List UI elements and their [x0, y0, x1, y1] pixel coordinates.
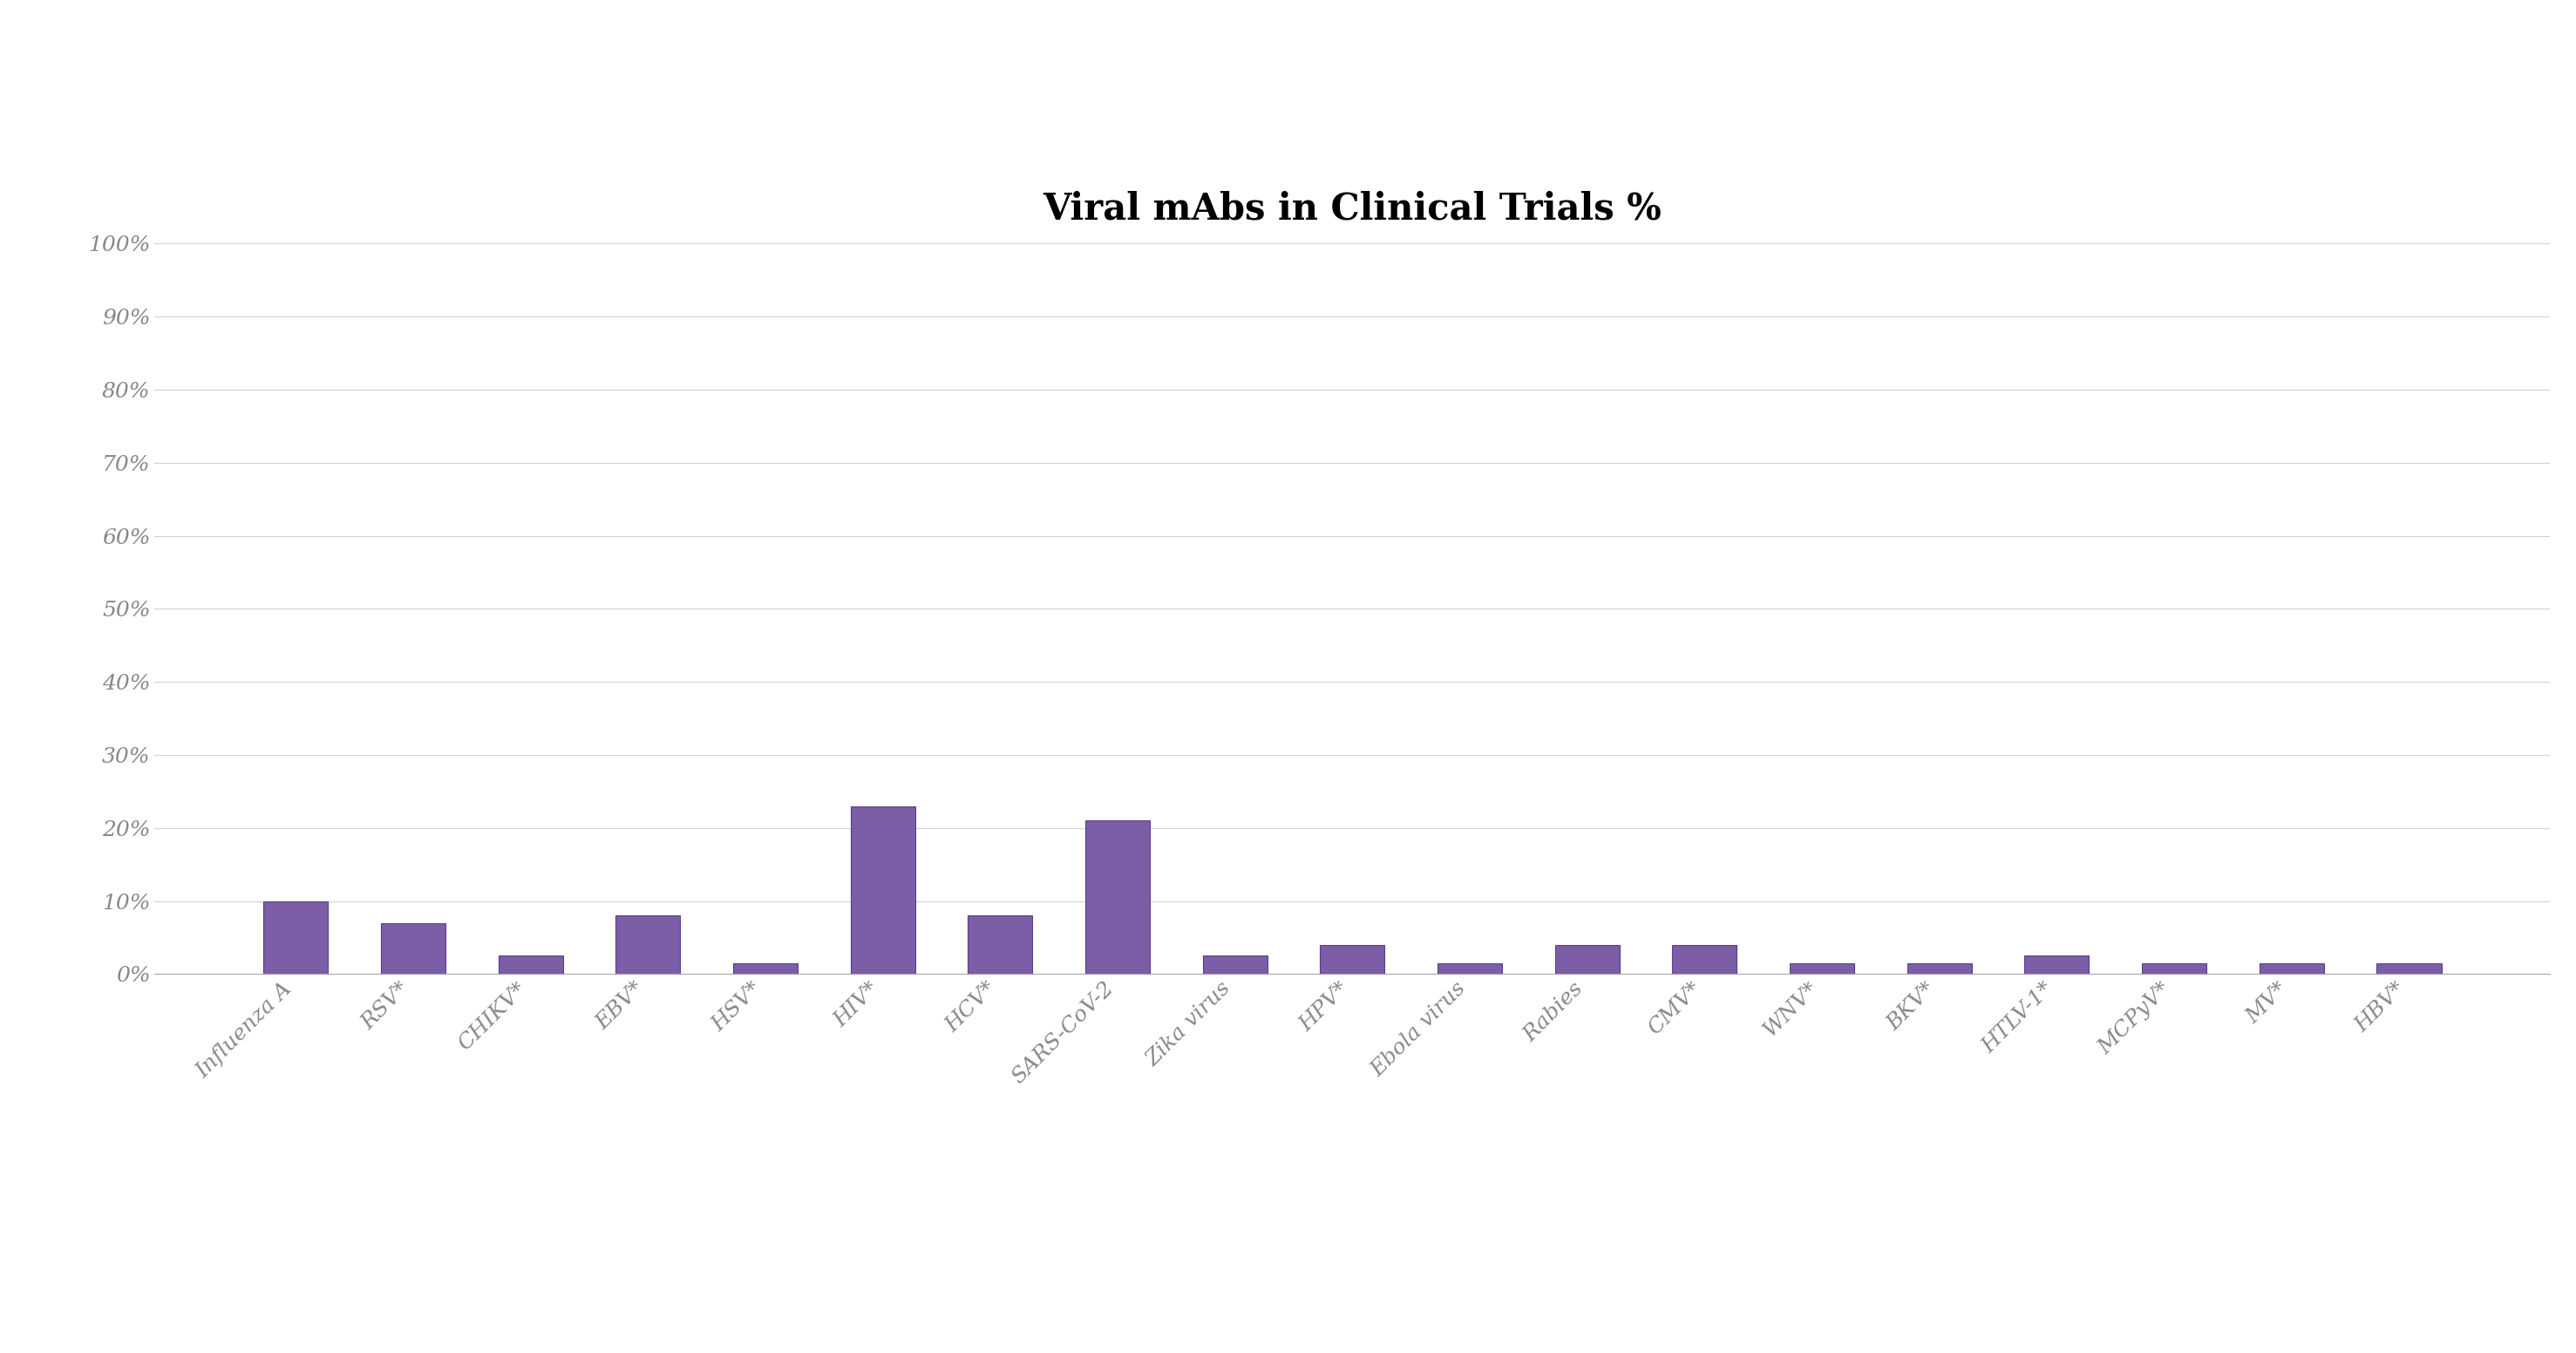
Bar — [1790, 963, 1855, 974]
Bar — [2143, 963, 2208, 974]
Title: Viral mAbs in Clinical Trials %: Viral mAbs in Clinical Trials % — [1043, 191, 1662, 227]
Bar — [1556, 944, 1620, 974]
Bar — [1203, 955, 1267, 974]
Bar — [2378, 963, 2442, 974]
Bar — [1319, 944, 1386, 974]
Bar — [2259, 963, 2324, 974]
Bar — [497, 955, 562, 974]
Bar — [969, 916, 1033, 974]
Bar — [734, 963, 799, 974]
Bar — [2025, 955, 2089, 974]
Bar — [1437, 963, 1502, 974]
Bar — [263, 901, 327, 974]
Bar — [616, 916, 680, 974]
Bar — [1672, 944, 1736, 974]
Bar — [850, 806, 914, 974]
Bar — [1906, 963, 1971, 974]
Bar — [381, 923, 446, 974]
Bar — [1084, 821, 1149, 974]
